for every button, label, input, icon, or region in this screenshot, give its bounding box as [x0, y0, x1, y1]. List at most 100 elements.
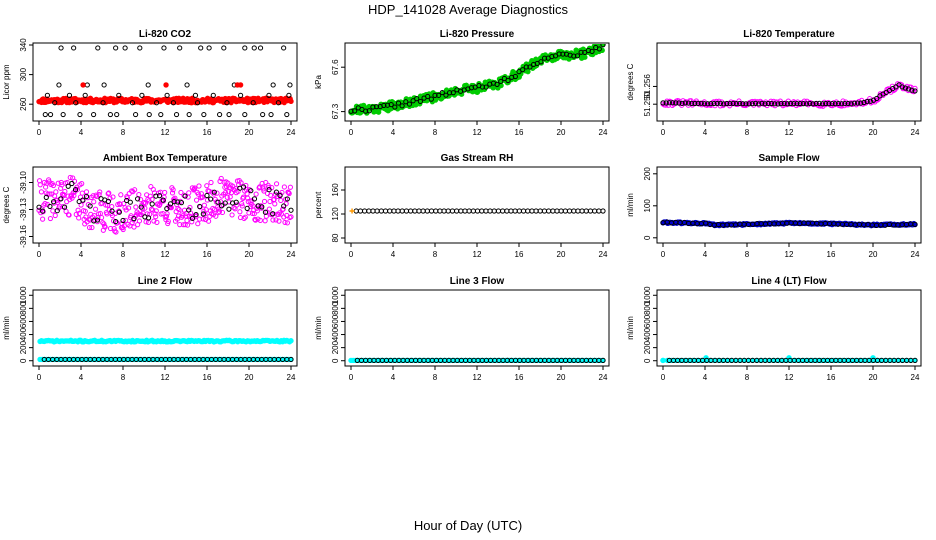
- data-point: [164, 92, 170, 98]
- x-tick-label: 24: [599, 128, 608, 137]
- data-point: [276, 218, 282, 224]
- data-point: [213, 213, 219, 219]
- y-tick-label: 200: [331, 340, 340, 354]
- data-point: [215, 199, 221, 205]
- data-point: [246, 210, 252, 216]
- data-point: [803, 101, 810, 107]
- data-point: [260, 111, 266, 118]
- data-point: [251, 196, 258, 202]
- data-point: [450, 90, 456, 96]
- data-point: [52, 212, 58, 219]
- data-point: [41, 179, 48, 186]
- data-point: [38, 189, 45, 195]
- data-point: [250, 100, 256, 106]
- data-point: [112, 228, 118, 234]
- data-point: [483, 84, 489, 90]
- x-tick-label: 8: [433, 250, 438, 259]
- data-point: [83, 193, 90, 200]
- data-point: [50, 208, 56, 214]
- data-point: [95, 214, 101, 221]
- x-tick-label: 16: [827, 250, 836, 259]
- data-point: [201, 111, 207, 118]
- data-point: [370, 104, 376, 110]
- data-point: [136, 218, 143, 224]
- data-point: [479, 84, 486, 90]
- data-point: [512, 73, 518, 80]
- data-point: [56, 203, 63, 209]
- x-tick-label: 12: [785, 373, 794, 382]
- data-point: [126, 205, 132, 211]
- data-point: [286, 190, 292, 197]
- series-l3_black: [354, 357, 606, 363]
- data-point: [791, 100, 797, 107]
- data-point: [273, 217, 279, 223]
- data-point: [225, 189, 232, 195]
- data-point: [96, 191, 102, 198]
- data-point: [48, 181, 54, 188]
- data-point: [246, 186, 253, 193]
- data-point: [462, 208, 468, 214]
- data-point: [107, 225, 114, 232]
- data-point: [47, 203, 53, 210]
- data-point: [266, 187, 272, 193]
- x-tick-label: 4: [391, 373, 396, 382]
- series-l4_black: [666, 357, 918, 363]
- data-point: [241, 215, 247, 222]
- data-point: [72, 187, 79, 193]
- data-point: [516, 208, 522, 214]
- data-point: [797, 100, 803, 107]
- x-tick-label: 20: [557, 373, 566, 382]
- y-axis-label: ml/min: [2, 316, 11, 340]
- data-point: [909, 87, 915, 93]
- x-tick-label: 0: [661, 250, 666, 259]
- data-point: [775, 101, 781, 107]
- data-point: [167, 201, 174, 207]
- data-point: [97, 189, 103, 195]
- x-tick-label: 0: [37, 128, 42, 137]
- data-point: [224, 194, 230, 200]
- data-point: [216, 209, 223, 215]
- data-point: [170, 187, 176, 193]
- data-point: [479, 208, 485, 214]
- x-tick-label: 12: [161, 128, 170, 137]
- data-point: [253, 191, 259, 197]
- x-tick-label: 20: [557, 250, 566, 259]
- data-point: [109, 203, 115, 210]
- data-point: [574, 53, 581, 59]
- x-tick-label: 0: [349, 128, 354, 137]
- data-point: [224, 100, 230, 106]
- data-point: [848, 101, 854, 107]
- y-tick-label: 0: [643, 235, 652, 240]
- data-point: [142, 200, 149, 206]
- data-point: [281, 203, 287, 209]
- x-tick-label: 4: [391, 128, 396, 137]
- data-point: [182, 193, 188, 199]
- data-point: [106, 190, 112, 196]
- x-tick-label: 4: [79, 250, 84, 259]
- series-pressure_black: [348, 44, 606, 114]
- data-point: [149, 201, 155, 207]
- data-point: [239, 201, 245, 207]
- data-point: [184, 222, 191, 228]
- data-point: [428, 96, 434, 102]
- data-point: [266, 184, 272, 190]
- x-tick-label: 8: [745, 250, 750, 259]
- data-point: [736, 98, 742, 104]
- data-point: [240, 184, 247, 190]
- chart-title: Line 2 Flow: [138, 276, 193, 287]
- data-point: [525, 68, 531, 75]
- x-tick-label: 0: [349, 250, 354, 259]
- plot-frame: [32, 289, 298, 367]
- data-point: [388, 101, 394, 108]
- data-point: [75, 207, 81, 213]
- data-point: [533, 208, 539, 214]
- x-tick-label: 24: [911, 373, 920, 382]
- data-point: [174, 216, 180, 222]
- data-point: [186, 111, 192, 118]
- data-point: [151, 218, 157, 224]
- x-tick-label: 24: [287, 128, 296, 137]
- data-point: [261, 198, 268, 205]
- plot-frame: [344, 289, 610, 367]
- data-point: [466, 208, 472, 214]
- data-point: [692, 100, 698, 107]
